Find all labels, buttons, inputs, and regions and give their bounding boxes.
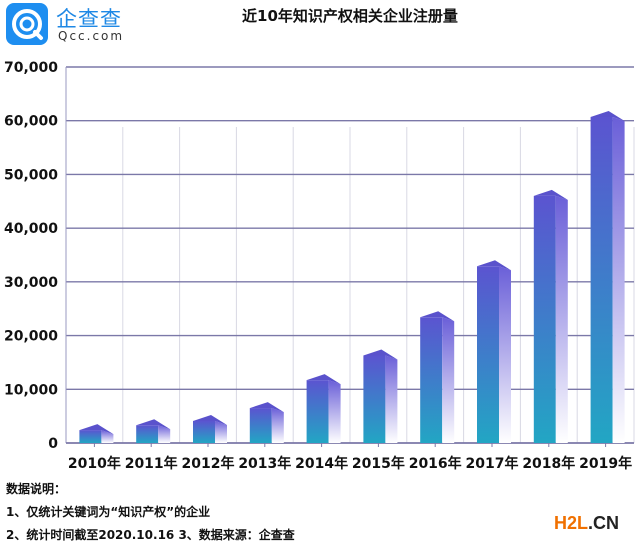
y-tick-label: 60,000 [4, 114, 58, 130]
notes-heading: 数据说明： [6, 482, 67, 496]
bar-front-face [249, 408, 272, 443]
brand-name-cn: 企查查 [56, 7, 122, 31]
y-tick-label: 40,000 [4, 221, 58, 237]
x-tick-label: 2016年 [409, 455, 462, 472]
x-tick-label: 2017年 [466, 455, 519, 472]
x-tick-label: 2013年 [238, 455, 291, 472]
bar-side-face [612, 116, 625, 443]
bar-top-face [533, 189, 568, 200]
bar-side-face [158, 425, 171, 443]
x-tick-label: 2011年 [125, 455, 178, 472]
bar-side-face [328, 380, 341, 443]
qcc-logo-icon [6, 3, 48, 45]
bar-front-face [193, 420, 215, 443]
bar-side-face [499, 266, 511, 443]
bar [420, 311, 455, 443]
bar-side-face [215, 420, 227, 443]
bar [590, 110, 625, 443]
bar-top-face [79, 424, 114, 435]
bar [249, 402, 284, 443]
notes-line-1: 1、仅统计关键词为“知识产权”的企业 [6, 505, 211, 519]
bar-front-face [420, 317, 443, 443]
bar-front-face [533, 195, 556, 443]
bar-side-face [271, 408, 284, 443]
bar [79, 424, 114, 443]
bar-front-face [477, 266, 499, 443]
x-tick-label: 2018年 [522, 455, 575, 472]
bar-top-face [477, 260, 511, 271]
y-tick-label: 50,000 [4, 167, 58, 183]
bar [136, 419, 171, 443]
bar-top-face [193, 414, 227, 425]
brand-name-en: Qcc.com [58, 29, 125, 43]
bar [477, 260, 511, 443]
watermark-part1: H2L [554, 513, 589, 533]
bar-side-face [385, 355, 398, 443]
bar-front-face [79, 430, 102, 443]
watermark: H2L.CN [554, 513, 619, 534]
bar [533, 189, 568, 443]
bar-front-face [363, 355, 386, 443]
x-tick-label: 2019年 [579, 455, 632, 472]
bar-chart: 0 10,000 20,000 30,000 40,000 50,000 60,000 70,… [4, 60, 635, 472]
bar-top-face [136, 419, 171, 430]
bar-front-face [590, 116, 613, 443]
bar-side-face [101, 430, 114, 443]
y-tick-label: 70,000 [4, 60, 58, 76]
y-tick-label: 20,000 [4, 329, 58, 345]
watermark-part2: .CN [588, 513, 620, 533]
x-tick-label: 2015年 [352, 455, 405, 472]
notes-line-2: 2、统计时间截至2020.10.16 3、数据来源：企查查 [6, 528, 295, 542]
bar-front-face [306, 380, 329, 443]
bar [363, 349, 398, 443]
bar-side-face [555, 195, 568, 443]
x-tick-label: 2010年 [68, 455, 121, 472]
bar-top-face [420, 311, 455, 322]
y-tick-label: 10,000 [4, 382, 58, 398]
chart-title: 近10年知识产权相关企业注册量 [242, 7, 458, 25]
bar [306, 374, 341, 443]
bar-top-face [249, 402, 284, 413]
y-tick-label: 30,000 [4, 275, 58, 291]
x-tick-label: 2014年 [295, 455, 348, 472]
bar-front-face [136, 425, 159, 443]
bar-top-face [590, 110, 625, 121]
bar-top-face [306, 374, 341, 385]
qcc-logo: 企查查 Qcc.com [6, 3, 128, 45]
bar-side-face [442, 317, 455, 443]
y-tick-label: 0 [48, 436, 58, 452]
data-notes: 数据说明： 1、仅统计关键词为“知识产权”的企业 2、统计时间截至2020.10… [6, 478, 295, 547]
bar [193, 414, 227, 443]
x-tick-label: 2012年 [182, 455, 235, 472]
bar-top-face [363, 349, 398, 360]
